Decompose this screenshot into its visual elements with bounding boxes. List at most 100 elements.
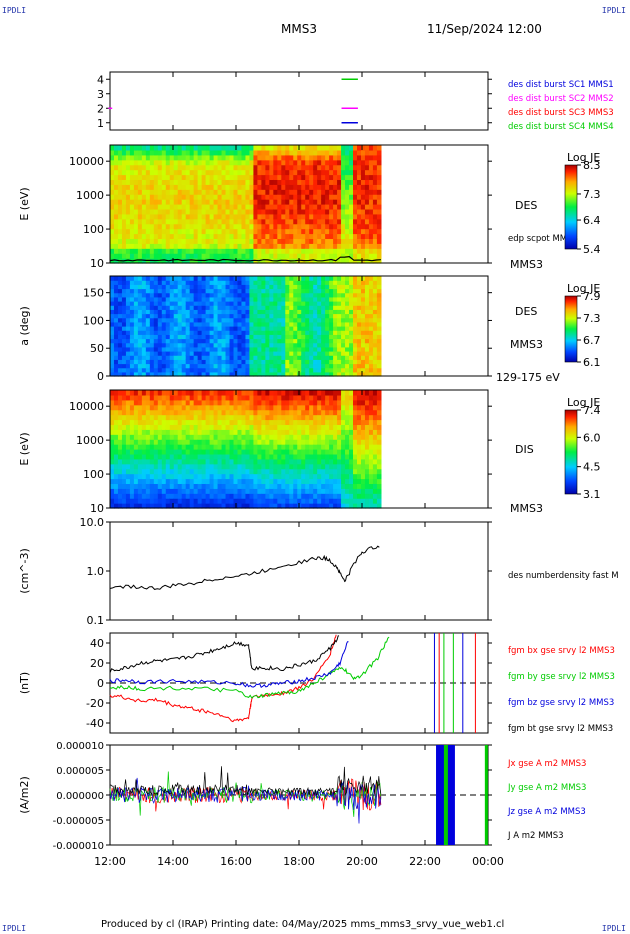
spectrogram-cell bbox=[237, 404, 243, 411]
spectrogram-cell bbox=[265, 463, 270, 470]
spectrogram-cell bbox=[157, 394, 163, 401]
spectrogram-cell bbox=[141, 169, 147, 176]
spectrogram-cell bbox=[181, 189, 187, 195]
spectrogram-cell bbox=[153, 359, 159, 365]
spectrogram-cell bbox=[217, 313, 223, 319]
spectrogram-cell bbox=[245, 326, 251, 331]
spectrogram-cell bbox=[177, 338, 183, 344]
spectrogram-cell bbox=[185, 296, 191, 302]
spectrogram-cell bbox=[193, 228, 199, 235]
spectrogram-cell bbox=[249, 439, 255, 445]
spectrogram-cell bbox=[257, 309, 262, 315]
spectrogram-cell bbox=[285, 145, 290, 151]
spectrogram-cell bbox=[181, 429, 187, 435]
spectrogram-cell bbox=[181, 276, 187, 281]
spectrogram-cell bbox=[349, 390, 354, 396]
spectrogram-cell bbox=[133, 184, 139, 190]
spectrogram-cell bbox=[281, 284, 286, 290]
spectrogram-cell bbox=[125, 194, 131, 200]
spectrogram-cell bbox=[281, 292, 286, 298]
spectrogram-cell bbox=[205, 478, 211, 485]
spectrogram-cell bbox=[313, 414, 318, 421]
spectrogram-cell bbox=[189, 233, 195, 240]
spectrogram-cell bbox=[376, 359, 382, 365]
spectrogram-cell bbox=[329, 478, 334, 485]
spectrogram-cell bbox=[205, 179, 211, 185]
spectrogram-cell bbox=[281, 213, 286, 220]
spectrogram-cell bbox=[257, 351, 262, 356]
spectrogram-cell bbox=[185, 468, 191, 475]
spectrogram-cell bbox=[189, 317, 195, 323]
spectrogram-cell bbox=[225, 363, 231, 369]
spectrogram-cell bbox=[297, 238, 302, 244]
spectrogram-cell bbox=[141, 145, 147, 151]
spectrogram-cell bbox=[305, 253, 310, 259]
spectrogram-cell bbox=[125, 399, 131, 406]
spectrogram-cell bbox=[125, 404, 131, 411]
spectrogram-cell bbox=[209, 342, 215, 348]
spectrogram-cell bbox=[313, 409, 318, 416]
spectrogram-cell bbox=[177, 296, 183, 302]
spectrogram-cell bbox=[341, 334, 346, 340]
spectrogram-cell bbox=[209, 194, 215, 200]
spectrogram-cell bbox=[289, 194, 294, 200]
spectrogram-cell bbox=[321, 238, 326, 244]
spectrogram-cell bbox=[209, 159, 215, 166]
spectrogram-cell bbox=[141, 284, 147, 290]
spectrogram-cell bbox=[249, 218, 255, 225]
spectrogram-cell bbox=[233, 189, 239, 195]
spectrogram-cell bbox=[233, 351, 239, 356]
spectrogram-cell bbox=[337, 223, 342, 230]
spectrogram-cell bbox=[297, 342, 302, 348]
spectrogram-cell bbox=[117, 184, 123, 190]
spectrogram-cell bbox=[121, 367, 127, 373]
spectrogram-cell bbox=[277, 321, 282, 327]
spectrogram-cell bbox=[221, 189, 227, 195]
spectrogram-cell bbox=[349, 149, 354, 156]
spectrogram-cell bbox=[364, 223, 370, 230]
spectrogram-cell bbox=[181, 238, 187, 244]
spectrogram-cell bbox=[289, 444, 294, 450]
spectrogram-cell bbox=[269, 390, 274, 396]
spectrogram-cell bbox=[265, 296, 270, 302]
spectrogram-cell bbox=[345, 189, 350, 195]
spectrogram-cell bbox=[141, 429, 147, 435]
spectrogram-cell bbox=[269, 394, 274, 401]
spectrogram-cell bbox=[213, 483, 219, 489]
spectrogram-cell bbox=[217, 159, 223, 166]
spectrogram-cell bbox=[205, 458, 211, 465]
spectrogram-cell bbox=[229, 238, 235, 244]
spectrogram-cell bbox=[353, 159, 358, 166]
spectrogram-cell bbox=[376, 305, 382, 310]
spectrogram-cell bbox=[233, 292, 239, 298]
spectrogram-cell bbox=[133, 334, 139, 340]
spectrogram-cell bbox=[125, 169, 131, 176]
spectrogram-cell bbox=[241, 330, 247, 335]
spectrogram-cell bbox=[257, 238, 262, 244]
spectrogram-cell bbox=[161, 367, 167, 373]
spectrogram-cell bbox=[293, 301, 298, 306]
spectrogram-cell bbox=[209, 498, 215, 504]
spectrogram-cell bbox=[177, 453, 183, 460]
spectrogram-cell bbox=[364, 359, 370, 365]
spectrogram-cell bbox=[321, 174, 326, 181]
spectrogram-cell bbox=[121, 468, 127, 475]
spectrogram-cell bbox=[317, 334, 322, 340]
spectrogram-cell bbox=[181, 371, 187, 377]
spectrogram-cell bbox=[277, 243, 282, 249]
spectrogram-cell bbox=[253, 394, 259, 401]
spectrogram-cell bbox=[293, 305, 298, 310]
spectrogram-cell bbox=[129, 468, 135, 475]
spectrogram-cell bbox=[145, 169, 151, 176]
spectrogram-cell bbox=[321, 313, 326, 319]
spectrogram-cell bbox=[113, 164, 119, 171]
spectrogram-cell bbox=[345, 184, 350, 190]
spectrogram-cell bbox=[137, 355, 143, 360]
spectrogram-cell bbox=[149, 238, 155, 244]
spectrogram-cell bbox=[261, 305, 266, 310]
spectrogram-cell bbox=[185, 301, 191, 306]
spectrogram-cell bbox=[321, 326, 326, 331]
spectrogram-cell bbox=[121, 309, 127, 315]
spectrogram-cell bbox=[364, 233, 370, 240]
spectrogram-cell bbox=[241, 228, 247, 235]
